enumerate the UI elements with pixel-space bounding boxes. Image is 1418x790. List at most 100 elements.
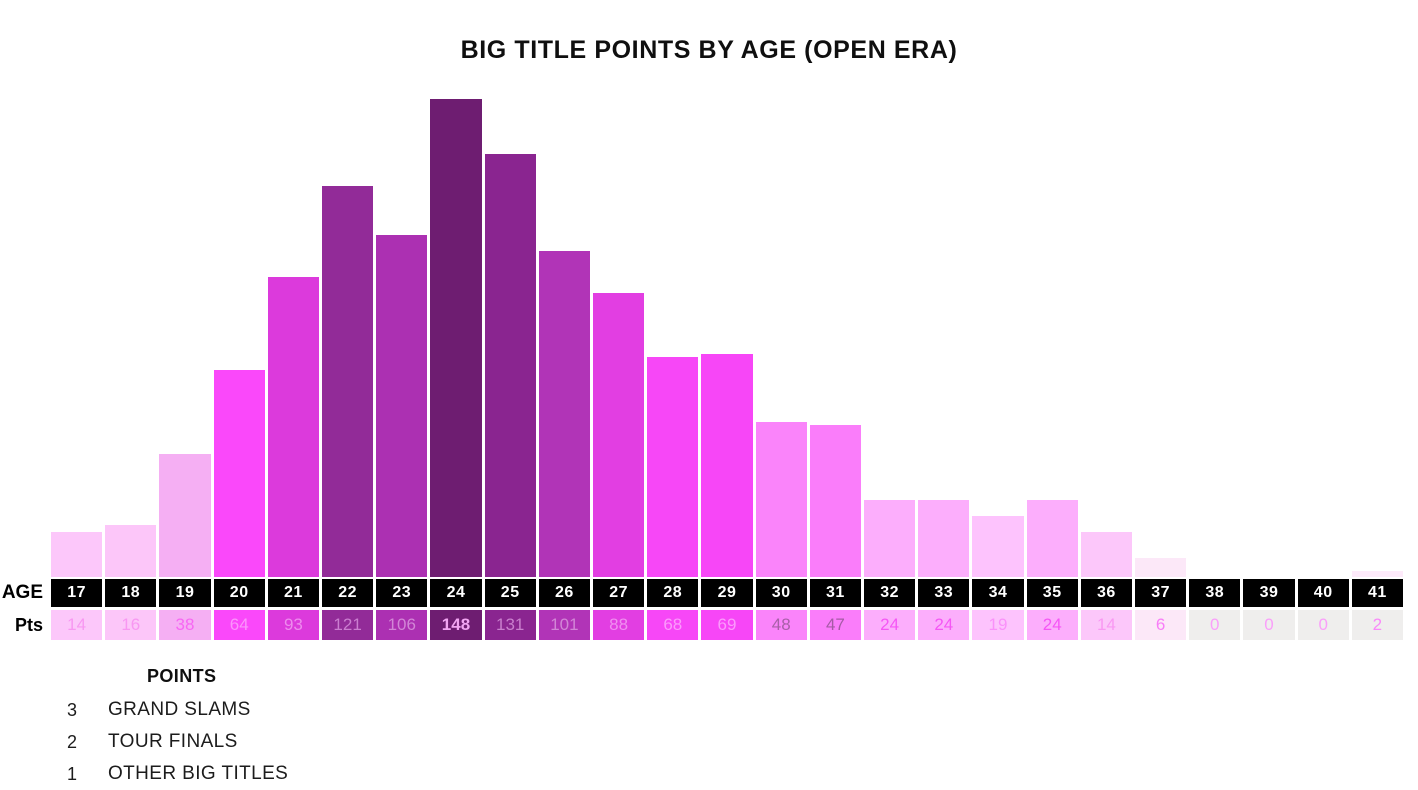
bar-slot-age-25 (484, 99, 536, 577)
pts-cell-age-23: 106 (376, 610, 428, 640)
age-axis-row: AGE 17 18 19 20 21 22 23 24 25 26 27 28 29 30 31 32 33 34… (0, 579, 1418, 607)
legend: POINTS 3 GRAND SLAMS 2 TOUR FINALS 1 OTH… (0, 666, 1418, 790)
bar-age-18 (105, 525, 157, 577)
pts-cell-age-27: 88 (593, 610, 645, 640)
legend-item: 1 OTHER BIG TITLES (64, 758, 1418, 790)
bar-slot-age-37 (1135, 99, 1187, 577)
bar-age-17 (51, 531, 103, 577)
bar-age-41 (1351, 570, 1403, 577)
bar-age-19 (159, 454, 211, 577)
pts-cell-age-29: 69 (701, 610, 753, 640)
bar-age-36 (1080, 531, 1132, 577)
age-cell-19: 19 (159, 579, 211, 607)
age-cell-28: 28 (647, 579, 699, 607)
age-cell-37: 37 (1135, 579, 1187, 607)
bar-slot-age-41 (1351, 99, 1403, 577)
age-cell-20: 20 (213, 579, 265, 607)
bar-age-37 (1135, 557, 1187, 577)
bar-slot-age-23 (376, 99, 428, 577)
bar-slot-age-28 (647, 99, 699, 577)
age-cell-31: 31 (809, 579, 861, 607)
bar-age-25 (484, 153, 536, 577)
bar-slot-age-21 (267, 99, 319, 577)
page-title: BIG TITLE POINTS BY AGE (OPEN ERA) (460, 36, 958, 64)
bar-slot-age-27 (593, 99, 645, 577)
bar-slot-age-30 (755, 99, 807, 577)
bar-age-31 (809, 425, 861, 577)
bar-slot-age-39 (1243, 99, 1294, 577)
pts-cell-age-37: 6 (1135, 610, 1187, 640)
bar-slot-age-18 (105, 99, 157, 577)
bar-slot-age-40 (1298, 99, 1349, 577)
bar-slot-age-31 (809, 99, 861, 577)
bar-age-34 (972, 515, 1024, 577)
legend-item-points: 3 (66, 699, 77, 720)
bar-age-33 (918, 499, 970, 577)
pts-cell-age-25: 131 (484, 610, 536, 640)
pts-cell-age-18: 16 (105, 610, 157, 640)
bars-row-spacer (0, 99, 48, 577)
pts-cell-age-36: 14 (1080, 610, 1132, 640)
legend-item: 2 TOUR FINALS (64, 726, 1418, 758)
pts-cell-age-21: 93 (267, 610, 319, 640)
bar-age-27 (593, 292, 645, 577)
age-cell-41: 41 (1351, 579, 1403, 607)
bar-slot-age-26 (538, 99, 590, 577)
age-cell-32: 32 (864, 579, 916, 607)
pts-cell-age-19: 38 (159, 610, 211, 640)
pts-cell-age-32: 24 (864, 610, 916, 640)
age-cell-34: 34 (972, 579, 1024, 607)
pts-cell-age-26: 101 (538, 610, 590, 640)
pts-cell-age-24: 148 (430, 610, 482, 640)
pts-cell-age-38: 0 (1189, 610, 1241, 640)
age-cell-17: 17 (51, 579, 103, 607)
bar-slot-age-32 (864, 99, 916, 577)
pts-cell-age-17: 14 (51, 610, 103, 640)
pts-cell-age-39: 0 (1243, 610, 1295, 640)
age-cell-38: 38 (1189, 579, 1241, 607)
legend-item-label: OTHER BIG TITLES (108, 763, 289, 784)
legend-item-label: TOUR FINALS (108, 731, 238, 752)
age-cell-21: 21 (267, 579, 319, 607)
bar-age-24 (430, 99, 482, 577)
pts-cell-age-31: 47 (809, 610, 861, 640)
bar-slot-age-38 (1189, 99, 1240, 577)
age-cell-23: 23 (376, 579, 428, 607)
pts-cell-age-35: 24 (1026, 610, 1078, 640)
age-cell-26: 26 (538, 579, 590, 607)
pts-axis-label: Pts (14, 614, 43, 635)
bar-slot-age-20 (213, 99, 265, 577)
age-cell-27: 27 (593, 579, 645, 607)
pts-cell-age-22: 121 (322, 610, 374, 640)
bar-age-26 (538, 250, 590, 577)
age-cell-33: 33 (918, 579, 970, 607)
bar-age-28 (647, 357, 699, 577)
bar-age-32 (864, 499, 916, 577)
bar-age-23 (376, 234, 428, 577)
legend-items: 3 GRAND SLAMS 2 TOUR FINALS 1 OTHER BIG … (0, 694, 1418, 790)
pts-cell-age-41: 2 (1351, 610, 1403, 640)
age-cell-30: 30 (755, 579, 807, 607)
pts-cell-age-40: 0 (1297, 610, 1349, 640)
age-cell-18: 18 (105, 579, 157, 607)
legend-item-points: 1 (66, 763, 77, 784)
legend-item-points: 2 (66, 731, 77, 752)
age-cell-39: 39 (1243, 579, 1295, 607)
pts-cell-age-20: 64 (213, 610, 265, 640)
pts-cell-age-33: 24 (918, 610, 970, 640)
legend-heading: POINTS (147, 666, 217, 686)
age-cell-29: 29 (701, 579, 753, 607)
age-cell-22: 22 (322, 579, 374, 607)
legend-item-label: GRAND SLAMS (108, 699, 251, 720)
bar-slot-age-19 (159, 99, 211, 577)
bar-age-29 (701, 354, 753, 577)
age-cell-40: 40 (1297, 579, 1349, 607)
age-axis-label: AGE (1, 582, 43, 603)
pts-cell-age-34: 19 (972, 610, 1024, 640)
bar-slot-age-33 (918, 99, 970, 577)
bar-slot-age-36 (1080, 99, 1132, 577)
bar-slot-age-22 (322, 99, 374, 577)
bar-slot-age-35 (1026, 99, 1078, 577)
age-cell-24: 24 (430, 579, 482, 607)
